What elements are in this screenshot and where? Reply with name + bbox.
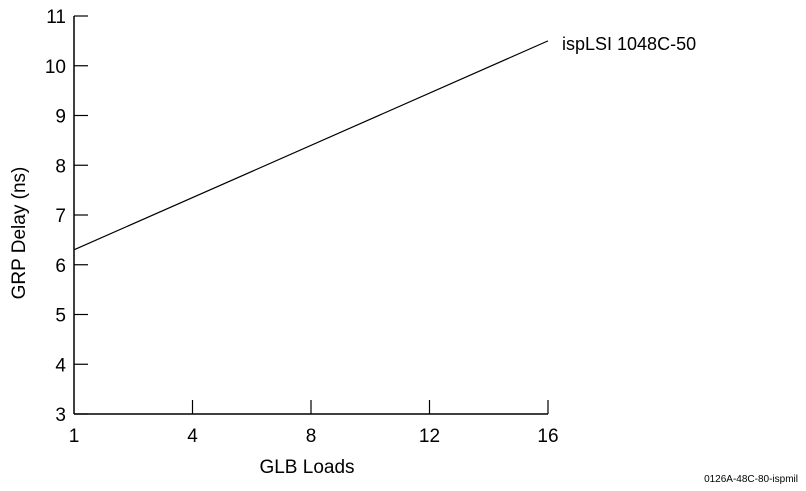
x-tick-label: 8 [306, 426, 317, 447]
x-tick-label: 4 [187, 426, 198, 447]
y-tick-label: 9 [55, 107, 66, 128]
series-label: ispLSI 1048C-50 [562, 34, 696, 54]
y-tick-label: 10 [45, 57, 66, 78]
y-tick-label: 3 [55, 405, 66, 426]
y-tick-label: 4 [55, 355, 66, 376]
y-axis-title: GRP Delay (ns) [9, 167, 30, 300]
y-tick-label: 7 [55, 206, 66, 227]
x-axis-title: GLB Loads [259, 457, 354, 478]
y-tick-label: 11 [46, 7, 66, 28]
y-tick-label: 6 [55, 256, 66, 277]
x-tick-label: 1 [69, 426, 80, 447]
x-tick-label: 12 [419, 426, 440, 447]
y-tick-label: 5 [55, 306, 66, 327]
x-tick-label: 16 [537, 426, 558, 447]
y-tick-label: 8 [55, 156, 66, 177]
series-line [73, 40, 549, 251]
figure-code: 0126A-48C-80-ispmil [704, 474, 798, 485]
